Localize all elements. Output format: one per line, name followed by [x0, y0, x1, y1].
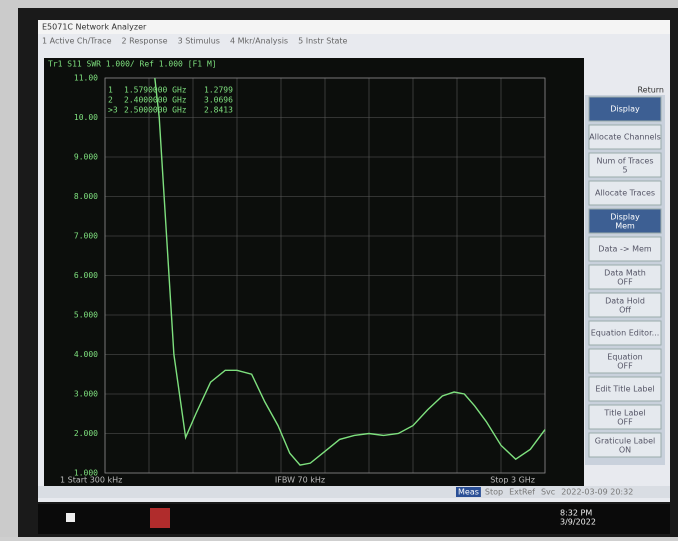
softkey-label: Display [610, 105, 640, 114]
softkey[interactable] [588, 236, 662, 262]
softkey[interactable] [588, 152, 662, 178]
softkey[interactable] [588, 432, 662, 458]
menu-item[interactable]: 4 Mkr/Analysis [230, 37, 288, 46]
y-tick-label: 4.000 [74, 350, 98, 359]
marker-id: >3 [108, 106, 118, 115]
softkey-label: Data Math [604, 269, 646, 278]
y-tick-label: 6.000 [74, 271, 98, 280]
x-start-label: 1 Start 300 kHz [60, 476, 122, 485]
softkey-label: Graticule Label [595, 437, 656, 446]
softkey[interactable] [588, 376, 662, 402]
softkey-label: Allocate Traces [595, 189, 655, 198]
softkey-label: Num of Traces [596, 157, 653, 166]
window-title: E5071C Network Analyzer [42, 23, 147, 32]
status-item: 2022-03-09 20:32 [561, 488, 633, 497]
menu-item[interactable]: 2 Response [122, 37, 168, 46]
status-bar [38, 486, 670, 498]
softkey[interactable] [588, 208, 662, 234]
softkey-label: Display [610, 213, 640, 222]
marker-freq: 2.5000000 GHz [124, 106, 187, 115]
softkey[interactable] [588, 180, 662, 206]
softkey-label: Title Label [603, 409, 645, 418]
y-tick-label: 10.00 [74, 113, 98, 122]
softkey[interactable] [588, 264, 662, 290]
return-key[interactable]: Return [637, 86, 664, 95]
marker-value: 2.8413 [204, 106, 233, 115]
taskbar [38, 504, 670, 534]
softkey-value: OFF [617, 278, 633, 287]
softkey[interactable] [588, 292, 662, 318]
status-item: ExtRef [509, 488, 535, 497]
marker-freq: 2.4000000 GHz [124, 96, 187, 105]
status-highlight [456, 487, 481, 497]
y-tick-label: 2.000 [74, 429, 98, 438]
trace-line [154, 77, 546, 466]
start-button[interactable] [66, 513, 75, 522]
softkey-label: Data Hold [605, 297, 645, 306]
softkey-label: Equation [607, 353, 642, 362]
softkey-value: OFF [617, 418, 633, 427]
softkey-label: Equation Editor... [591, 329, 660, 338]
softkey-label: Edit Title Label [595, 385, 654, 394]
menu-item[interactable]: 3 Stimulus [178, 37, 220, 46]
marker-value: 1.2799 [204, 86, 233, 95]
softkey[interactable] [588, 124, 662, 150]
softkey-label: Allocate Channels [589, 133, 661, 142]
x-mid-label: IFBW 70 kHz [275, 476, 325, 485]
softkey[interactable] [588, 404, 662, 430]
taskbar-app-icon[interactable] [150, 508, 170, 528]
status-item: Stop [485, 488, 503, 497]
y-tick-label: 7.000 [74, 232, 98, 241]
softkey[interactable] [588, 96, 662, 122]
softkey-value: 5 [622, 166, 627, 175]
y-tick-label: 5.000 [74, 311, 98, 320]
softkey[interactable] [588, 348, 662, 374]
y-tick-label: 8.000 [74, 192, 98, 201]
plot-frame [104, 77, 546, 474]
softkey-value: Mem [615, 222, 635, 231]
softkey-label: Data -> Mem [598, 245, 652, 254]
softkey[interactable] [588, 320, 662, 346]
marker-freq: 1.5790000 GHz [124, 86, 187, 95]
y-tick-label: 1.000 [74, 469, 98, 478]
softkey-value: Off [619, 306, 631, 315]
status-item: Svc [541, 488, 555, 497]
y-tick-label: 11.00 [74, 74, 98, 83]
clock-date: 3/9/2022 [560, 518, 596, 527]
menu-item[interactable]: 1 Active Ch/Trace [42, 37, 112, 46]
status-item: Meas [458, 488, 479, 497]
menu-item[interactable]: 5 Instr State [298, 37, 347, 46]
clock-time: 8:32 PM [560, 509, 592, 518]
softkey-value: ON [619, 446, 631, 455]
marker-value: 3.0696 [204, 96, 233, 105]
y-tick-label: 9.000 [74, 153, 98, 162]
title-bar [38, 20, 670, 34]
y-tick-label: 3.000 [74, 390, 98, 399]
marker-id: 1 [108, 86, 113, 95]
marker-id: 2 [108, 96, 113, 105]
chart-area [44, 58, 584, 486]
x-stop-label: Stop 3 GHz [490, 476, 535, 485]
softkey-value: OFF [617, 362, 633, 371]
trace-header: Tr1 S11 SWR 1.000/ Ref 1.000 [F1 M] [48, 60, 217, 69]
